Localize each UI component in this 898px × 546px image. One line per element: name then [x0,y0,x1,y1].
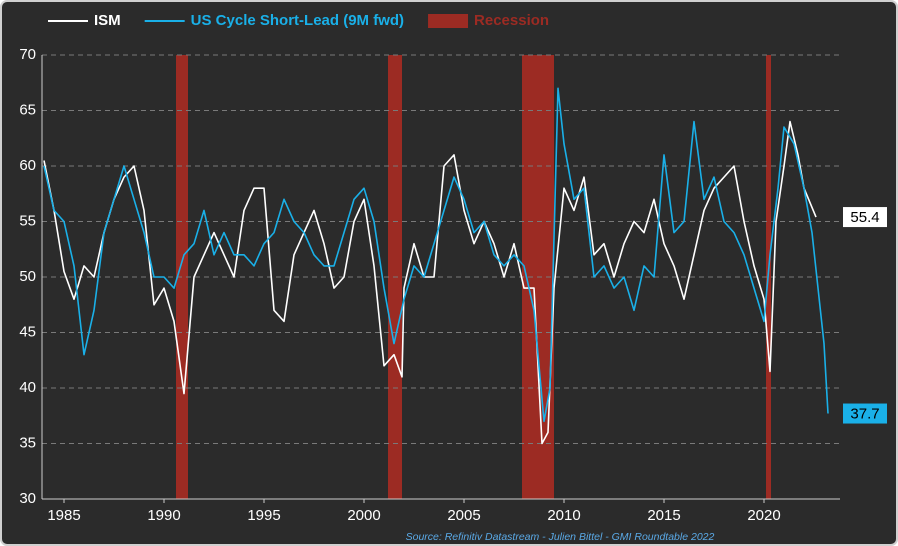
source-note: Source: Refinitiv Datastream - Julien Bi… [406,531,715,543]
y-tick-label: 60 [19,157,36,174]
y-tick-label: 45 [19,323,36,340]
legend-label: ISM [94,12,121,29]
y-tick-label: 50 [19,268,36,285]
legend-label: Recession [474,12,549,29]
x-tick-label: 2015 [647,507,680,524]
x-tick-label: 1985 [47,507,80,524]
x-tick-label: 1990 [147,507,180,524]
y-tick-label: 70 [19,46,36,63]
series-line [43,120,817,445]
end-label-box [843,207,887,228]
y-tick-label: 65 [19,101,36,118]
end-label-box [843,403,887,424]
y-tick-label: 35 [19,434,36,451]
x-tick-label: 1995 [247,507,280,524]
y-tick-label: 55 [19,212,36,229]
x-tick-label: 2020 [747,507,780,524]
series-line [43,87,829,423]
x-tick-label: 2010 [547,507,580,524]
x-tick-label: 2000 [347,507,380,524]
y-tick-label: 30 [19,490,36,507]
legend-swatch [428,14,469,28]
end-label: 37.7 [850,405,879,422]
end-label: 55.4 [850,209,879,226]
y-tick-label: 40 [19,379,36,396]
legend-label: US Cycle Short-Lead (9M fwd) [191,12,404,29]
x-tick-label: 2005 [447,507,480,524]
